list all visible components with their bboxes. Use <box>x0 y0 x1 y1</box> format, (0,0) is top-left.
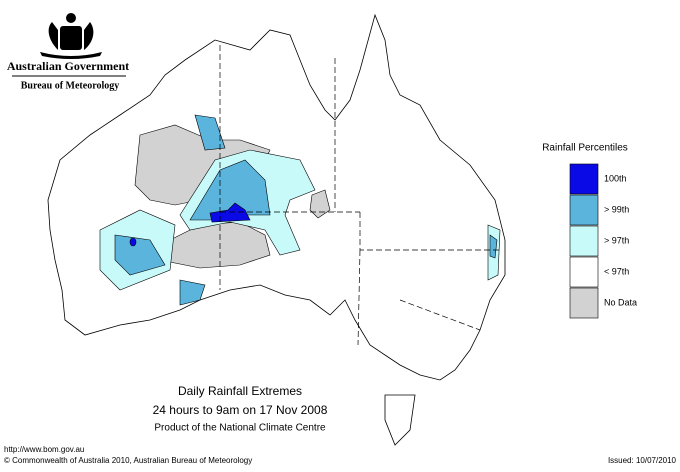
no-data-region <box>309 189 331 219</box>
legend-swatch <box>569 225 599 257</box>
legend-swatch <box>569 194 599 226</box>
legend-label: > 97th <box>604 235 629 245</box>
legend-title: Rainfall Percentiles <box>542 143 628 154</box>
map-subtitle: 24 hours to 9am on 17 Nov 2008 <box>153 403 328 417</box>
legend-label: < 97th <box>604 266 629 276</box>
coat-of-arms <box>40 13 102 59</box>
url: http://www.bom.gov.au <box>4 445 84 454</box>
legend: 100th > 99th > 97th < 97th No Data <box>569 163 637 319</box>
copyright: © Commonwealth of Australia 2010, Austra… <box>4 456 252 465</box>
state-borders <box>219 45 500 346</box>
tasmania <box>384 394 416 446</box>
agency: Australian Government <box>7 59 129 73</box>
issued: Issued: 10/07/2010 <box>608 456 677 465</box>
legend-label: 100th <box>604 173 627 183</box>
above-99th-region <box>114 234 166 276</box>
above-99th-region <box>194 114 226 151</box>
legend-swatch <box>569 287 599 319</box>
above-99th-region <box>179 279 206 306</box>
bureau: Bureau of Meteorology <box>21 80 120 91</box>
legend-swatch <box>569 256 599 288</box>
100th-region <box>129 237 137 247</box>
regions <box>99 114 501 306</box>
above-99th-region <box>489 234 498 259</box>
legend-label: > 99th <box>604 204 629 214</box>
legend-label: No Data <box>604 297 637 307</box>
map-credit: Product of the National Climate Centre <box>154 423 326 434</box>
map-title: Daily Rainfall Extremes <box>178 384 302 398</box>
legend-swatch <box>569 163 599 195</box>
